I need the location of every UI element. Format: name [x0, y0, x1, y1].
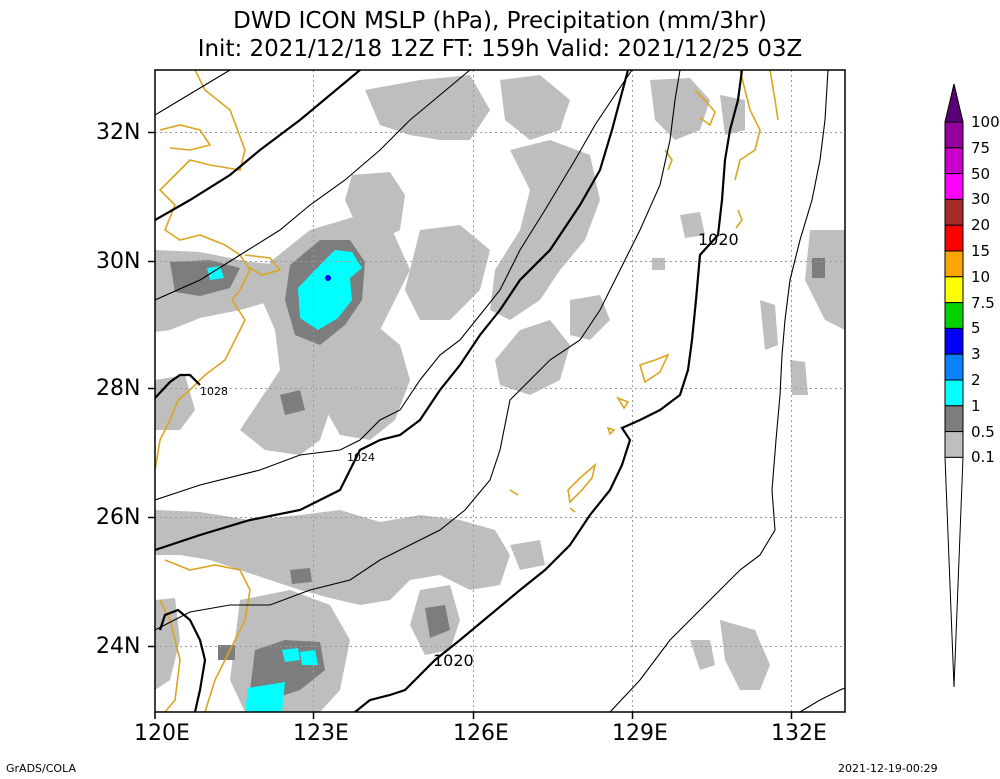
colorbar-swatch	[944, 121, 964, 149]
lon-label-120e: 120E	[134, 721, 190, 746]
colorbar-tick-label: 2	[971, 371, 981, 389]
lon-label-126e: 126E	[453, 721, 509, 746]
colorbar-tick-label: 100	[971, 113, 1000, 131]
colorbar-swatch	[944, 379, 964, 407]
colorbar-tick-label: 10	[971, 267, 991, 286]
axis-ticks	[148, 131, 793, 719]
colorbar-tick-label: 1	[971, 396, 981, 415]
lat-label-28n: 28N	[96, 376, 141, 401]
colorbar-swatch	[944, 353, 964, 381]
coastlines	[155, 70, 779, 712]
map-title: DWD ICON MSLP (hPa), Precipitation (mm/3…	[233, 8, 767, 34]
isobar-label-1028: 1028	[200, 385, 228, 398]
colorbar-swatch	[944, 431, 964, 458]
lat-label-32n: 32N	[96, 120, 141, 145]
map-subtitle: Init: 2021/12/18 12Z FT: 159h Valid: 202…	[197, 36, 803, 62]
isobars	[155, 70, 845, 712]
map-field	[155, 70, 845, 712]
colorbar-tick-label: 50	[971, 164, 991, 183]
colorbar	[944, 83, 964, 688]
lon-label-123e: 123E	[293, 721, 349, 746]
colorbar-swatch	[944, 327, 964, 355]
grid-lines	[155, 70, 845, 712]
colorbar-tick-label: 20	[971, 216, 991, 235]
colorbar-swatch	[944, 198, 964, 226]
map-frame	[154, 69, 846, 713]
colorbar-tick-label: 0.5	[971, 422, 995, 441]
isobar-label-1024: 1024	[347, 451, 375, 464]
colorbar-tick-label: 3	[971, 345, 981, 364]
footer-timestamp: 2021-12-19-00:29	[838, 762, 938, 775]
colorbar-tick-label: 5	[971, 319, 981, 338]
precip-light-areas	[155, 75, 845, 712]
footer-credit: GrADS/COLA	[6, 762, 76, 775]
colorbar-swatch	[944, 276, 964, 304]
colorbar-bottom-arrow	[944, 456, 964, 688]
colorbar-swatch	[944, 147, 964, 175]
colorbar-tick-label: 15	[971, 242, 991, 260]
colorbar-tick-label: 30	[971, 190, 991, 209]
isobar-label-1020-south: 1020	[433, 651, 474, 670]
colorbar-swatch	[944, 405, 964, 433]
colorbar-swatch	[944, 302, 964, 329]
colorbar-tick-label: 75	[971, 138, 991, 157]
colorbar-top-arrow	[944, 83, 964, 123]
colorbar-swatch	[944, 250, 964, 278]
lon-label-132e: 132E	[771, 721, 827, 746]
colorbar-swatch	[944, 173, 964, 200]
lat-label-24n: 24N	[96, 634, 141, 659]
lat-label-30n: 30N	[96, 249, 141, 274]
lat-label-26n: 26N	[96, 505, 141, 530]
colorbar-tick-label: 0.1	[971, 448, 995, 467]
lon-label-129e: 129E	[612, 721, 668, 746]
isobar-label-1020-north: 1020	[698, 230, 739, 249]
colorbar-swatch	[944, 224, 964, 252]
colorbar-tick-label: 7.5	[971, 293, 995, 312]
precip-peak-dot	[325, 275, 331, 281]
